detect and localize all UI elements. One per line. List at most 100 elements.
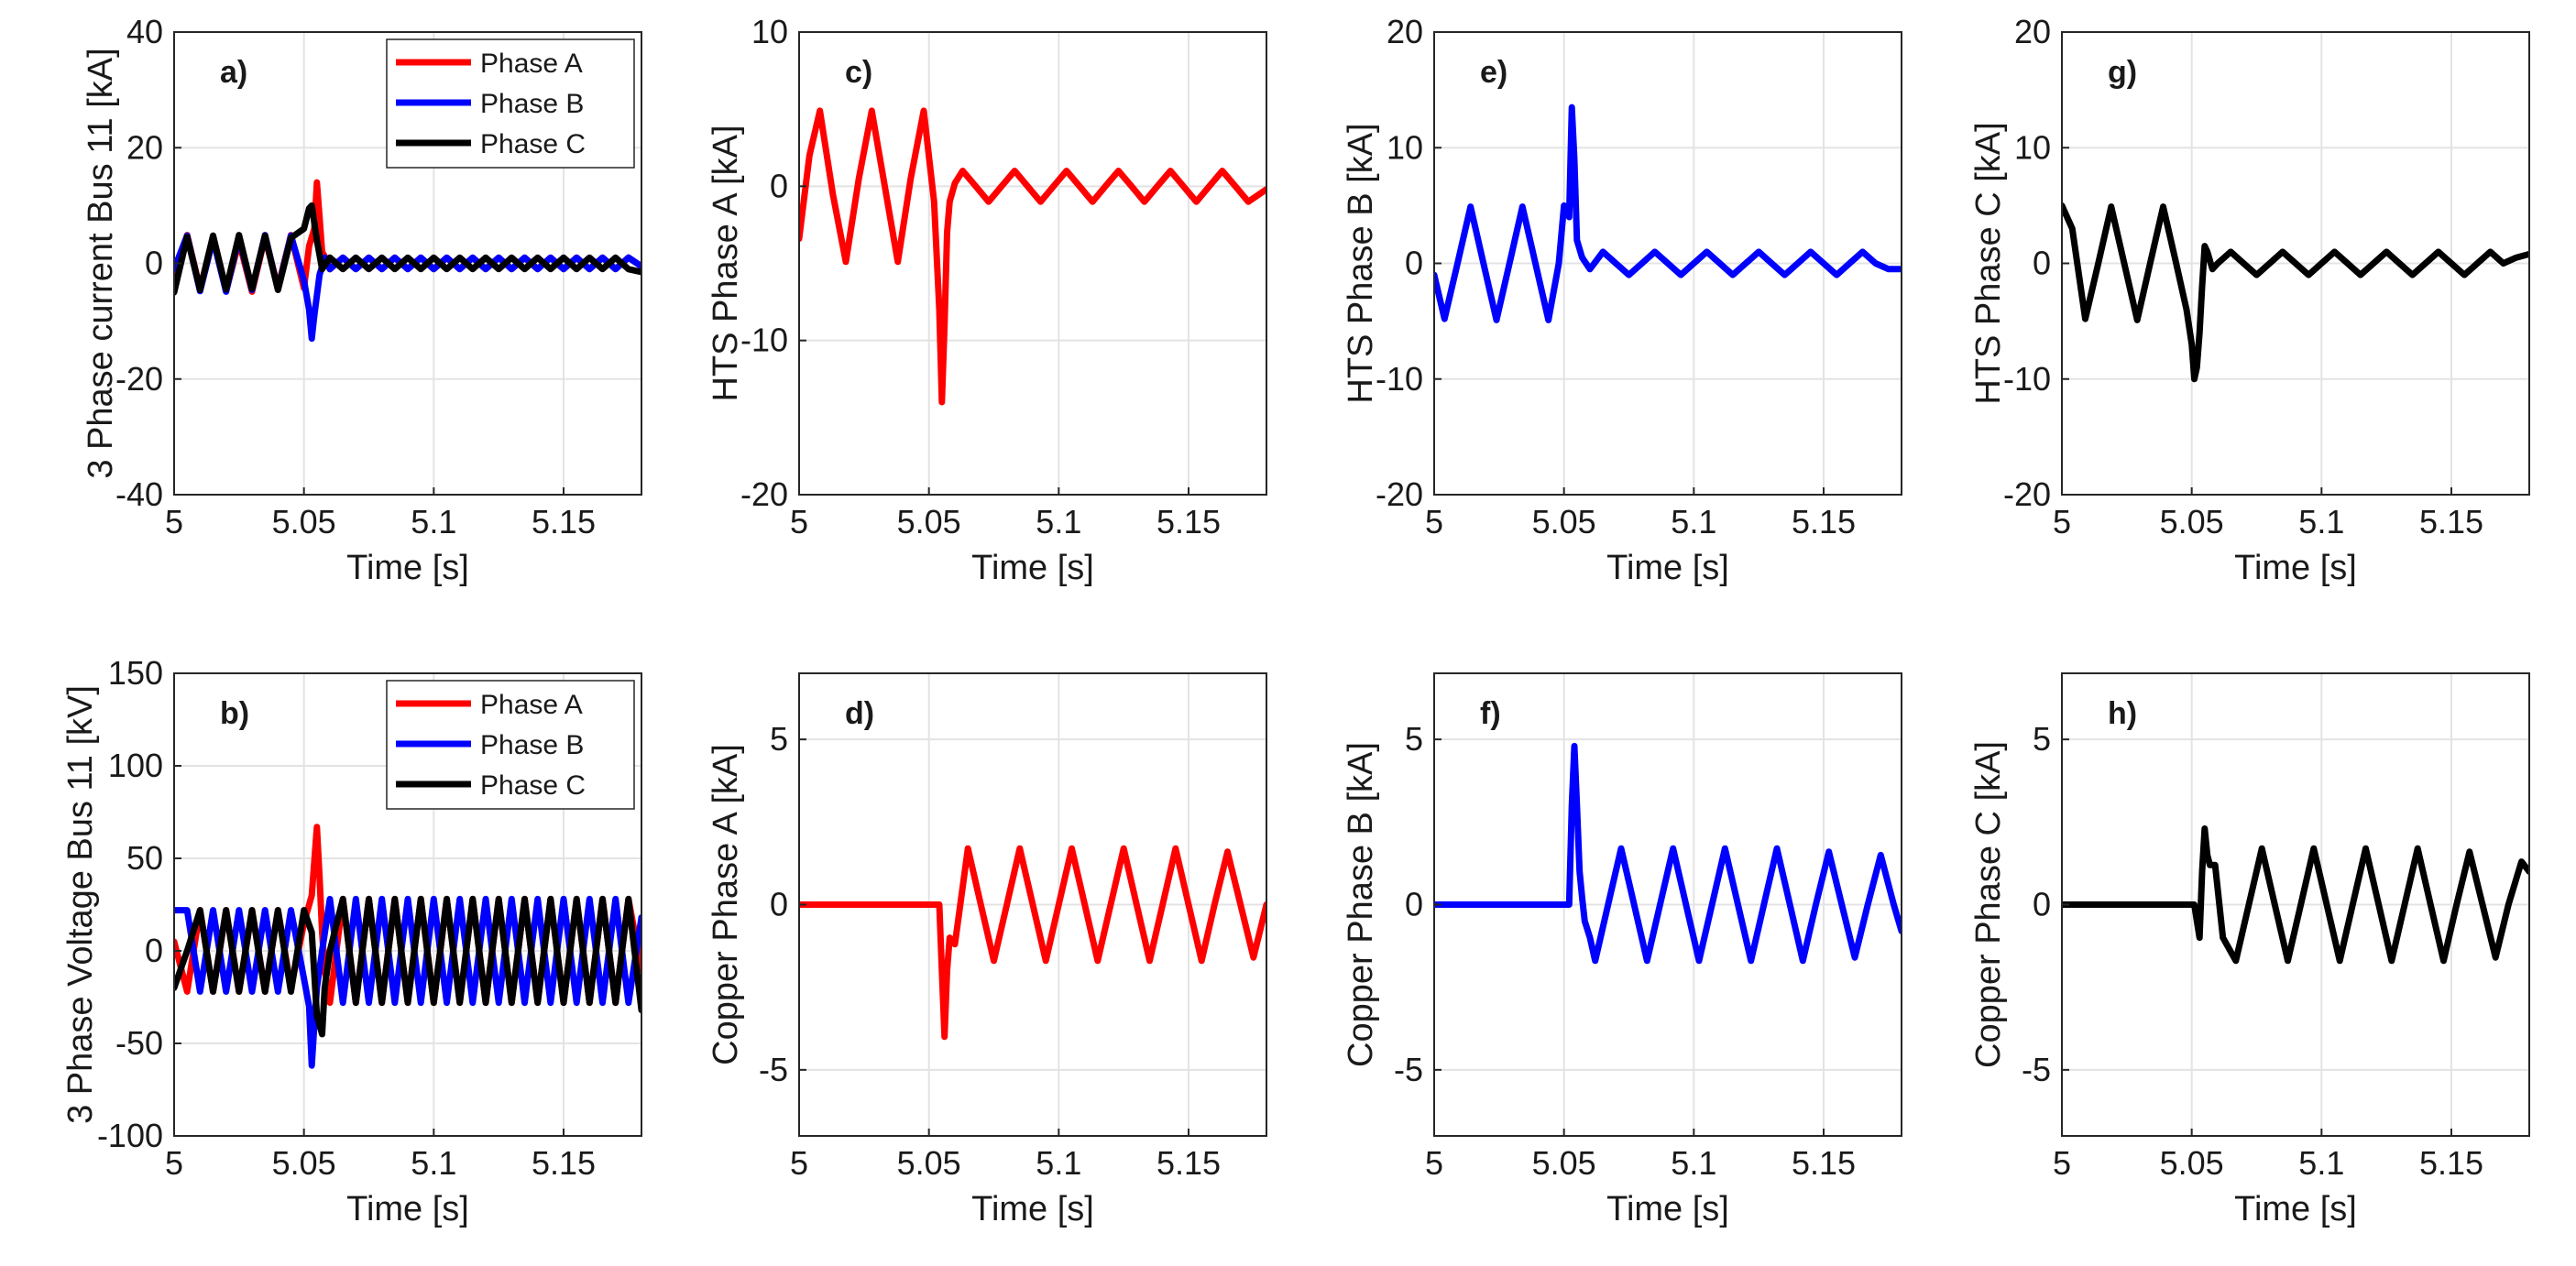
x-tick-label: 5.05 — [2160, 503, 2224, 540]
series-line-phase-a — [799, 845, 1266, 1041]
x-tick-label: 5.05 — [897, 503, 961, 540]
x-axis-label: Time [s] — [346, 1190, 469, 1228]
y-tick-label: 5 — [770, 720, 788, 758]
legend-label: Phase C — [480, 129, 586, 159]
x-tick-label: 5.05 — [1532, 1144, 1596, 1182]
panel-tag: c) — [845, 55, 872, 90]
y-axis-label: Copper Phase A [kA] — [707, 744, 745, 1065]
y-tick-label: 50 — [126, 839, 163, 877]
series-line-phase-c — [2062, 825, 2529, 965]
y-tick-label: 20 — [126, 128, 163, 166]
y-tick-label: -5 — [2022, 1051, 2051, 1088]
series-line-phase-b — [1434, 104, 1902, 323]
legend-label: Phase C — [480, 770, 586, 801]
x-tick-label: 5.1 — [1671, 503, 1716, 540]
x-tick-label: 5.1 — [411, 503, 456, 540]
y-tick-label: 0 — [770, 167, 788, 204]
y-axis-label: HTS Phase A [kA] — [707, 125, 745, 401]
legend-label: Phase A — [480, 690, 583, 720]
x-axis-label: Time [s] — [2234, 1190, 2357, 1228]
y-tick-label: 0 — [2033, 245, 2051, 282]
series-group — [2062, 825, 2529, 965]
y-axis-label: HTS Phase C [kA] — [1969, 122, 2008, 404]
x-tick-label: 5.15 — [1156, 503, 1221, 540]
y-tick-label: 20 — [1387, 13, 1423, 50]
panel-h: 5 5.05 5.1 5.15 -5 0 5 Time [s] Copper Phase C [… — [1969, 672, 2530, 1228]
series-line-phase-c — [174, 895, 641, 1038]
series-line-phase-c — [2062, 202, 2529, 383]
y-tick-label: 20 — [2014, 13, 2051, 50]
x-tick-label: 5.1 — [2298, 503, 2344, 540]
y-axis-label: HTS Phase B [kA] — [1342, 123, 1380, 403]
panel-tag: d) — [845, 696, 874, 731]
y-tick-label: -10 — [1376, 360, 1423, 398]
panel-e: 5 5.05 5.1 5.15 -20 -10 0 10 20 Time [s] HTS Phase… — [1342, 13, 1902, 587]
panel-g: 5 5.05 5.1 5.15 -20 -10 0 10 20 Time [s] HTS Phase… — [1969, 13, 2530, 587]
series-line-phase-b — [174, 895, 641, 1069]
legend-label: Phase A — [480, 49, 583, 79]
x-tick-label: 5.05 — [272, 1144, 336, 1182]
x-tick-label: 5.05 — [897, 1144, 961, 1182]
x-tick-label: 5.05 — [272, 503, 336, 540]
y-axis-label: Copper Phase B [kA] — [1342, 742, 1380, 1067]
y-tick-label: -20 — [740, 475, 788, 513]
y-tick-label: -40 — [115, 475, 163, 513]
x-axis-label: Time [s] — [971, 1190, 1094, 1228]
y-tick-label: -10 — [740, 322, 788, 359]
series-group — [174, 179, 641, 343]
y-tick-label: -20 — [2003, 475, 2051, 513]
series-group — [174, 824, 641, 1069]
y-tick-label: -5 — [759, 1051, 788, 1088]
y-tick-label: 10 — [751, 13, 788, 50]
series-line-phase-a — [799, 107, 1266, 406]
y-tick-label: 0 — [145, 245, 163, 282]
x-tick-label: 5.15 — [1156, 1144, 1221, 1182]
panel-tag: f) — [1480, 696, 1501, 731]
y-tick-label: -100 — [97, 1117, 163, 1154]
panel-b: 5 5.05 5.1 5.15 -100 -50 0 50 100 150 Time [s] 3 Ph… — [61, 654, 642, 1228]
x-axis-label: Time [s] — [346, 549, 469, 587]
x-tick-label: 5.1 — [1036, 503, 1081, 540]
x-tick-label: 5 — [2053, 1144, 2071, 1182]
y-tick-label: 40 — [126, 13, 163, 50]
y-tick-label: 5 — [2033, 720, 2051, 758]
y-tick-label: -50 — [115, 1024, 163, 1062]
panel-f: 5 5.05 5.1 5.15 -5 0 5 Time [s] Copper Phase B [… — [1342, 672, 1902, 1228]
x-tick-label: 5.15 — [1792, 503, 1856, 540]
x-tick-label: 5 — [165, 503, 183, 540]
x-tick-label: 5.15 — [2419, 503, 2483, 540]
x-tick-label: 5.05 — [2160, 1144, 2224, 1182]
series-line-phase-b — [1434, 742, 1902, 965]
x-tick-label: 5.1 — [411, 1144, 456, 1182]
axes-frame — [173, 672, 642, 1137]
x-tick-label: 5.15 — [1792, 1144, 1856, 1182]
x-axis-label: Time [s] — [2234, 549, 2357, 587]
legend-label: Phase B — [480, 89, 584, 119]
series-group — [799, 845, 1266, 1041]
plot-area — [799, 32, 1266, 495]
x-axis-label: Time [s] — [1606, 549, 1729, 587]
series-group — [799, 107, 1266, 406]
panel-c: 5 5.05 5.1 5.15 -20 -10 0 10 Time [s] HTS Phase A… — [707, 13, 1267, 587]
y-tick-label: 10 — [2014, 128, 2051, 166]
x-tick-label: 5.15 — [2419, 1144, 2483, 1182]
x-tick-label: 5 — [1425, 503, 1443, 540]
y-axis-label: 3 Phase Voltage Bus 11 [kV] — [61, 685, 100, 1124]
x-tick-label: 5 — [790, 503, 808, 540]
legend-label: Phase B — [480, 730, 584, 760]
y-tick-label: 0 — [2033, 886, 2051, 923]
panel-tag: h) — [2108, 696, 2137, 731]
y-tick-label: 100 — [108, 747, 163, 784]
legend: Phase A Phase B Phase C — [386, 680, 635, 810]
y-axis-label: Copper Phase C [kA] — [1969, 741, 2008, 1068]
y-tick-label: 0 — [145, 932, 163, 969]
x-tick-label: 5.1 — [1036, 1144, 1081, 1182]
x-tick-label: 5 — [790, 1144, 808, 1182]
y-tick-label: 10 — [1387, 128, 1423, 166]
y-tick-label: 0 — [770, 886, 788, 923]
panel-tag: b) — [220, 696, 249, 731]
x-tick-label: 5.15 — [532, 1144, 596, 1182]
y-tick-label: 150 — [108, 654, 163, 692]
legend: Phase A Phase B Phase C — [386, 38, 635, 169]
y-axis-label: 3 Phase current Bus 11 [kA] — [82, 48, 120, 478]
